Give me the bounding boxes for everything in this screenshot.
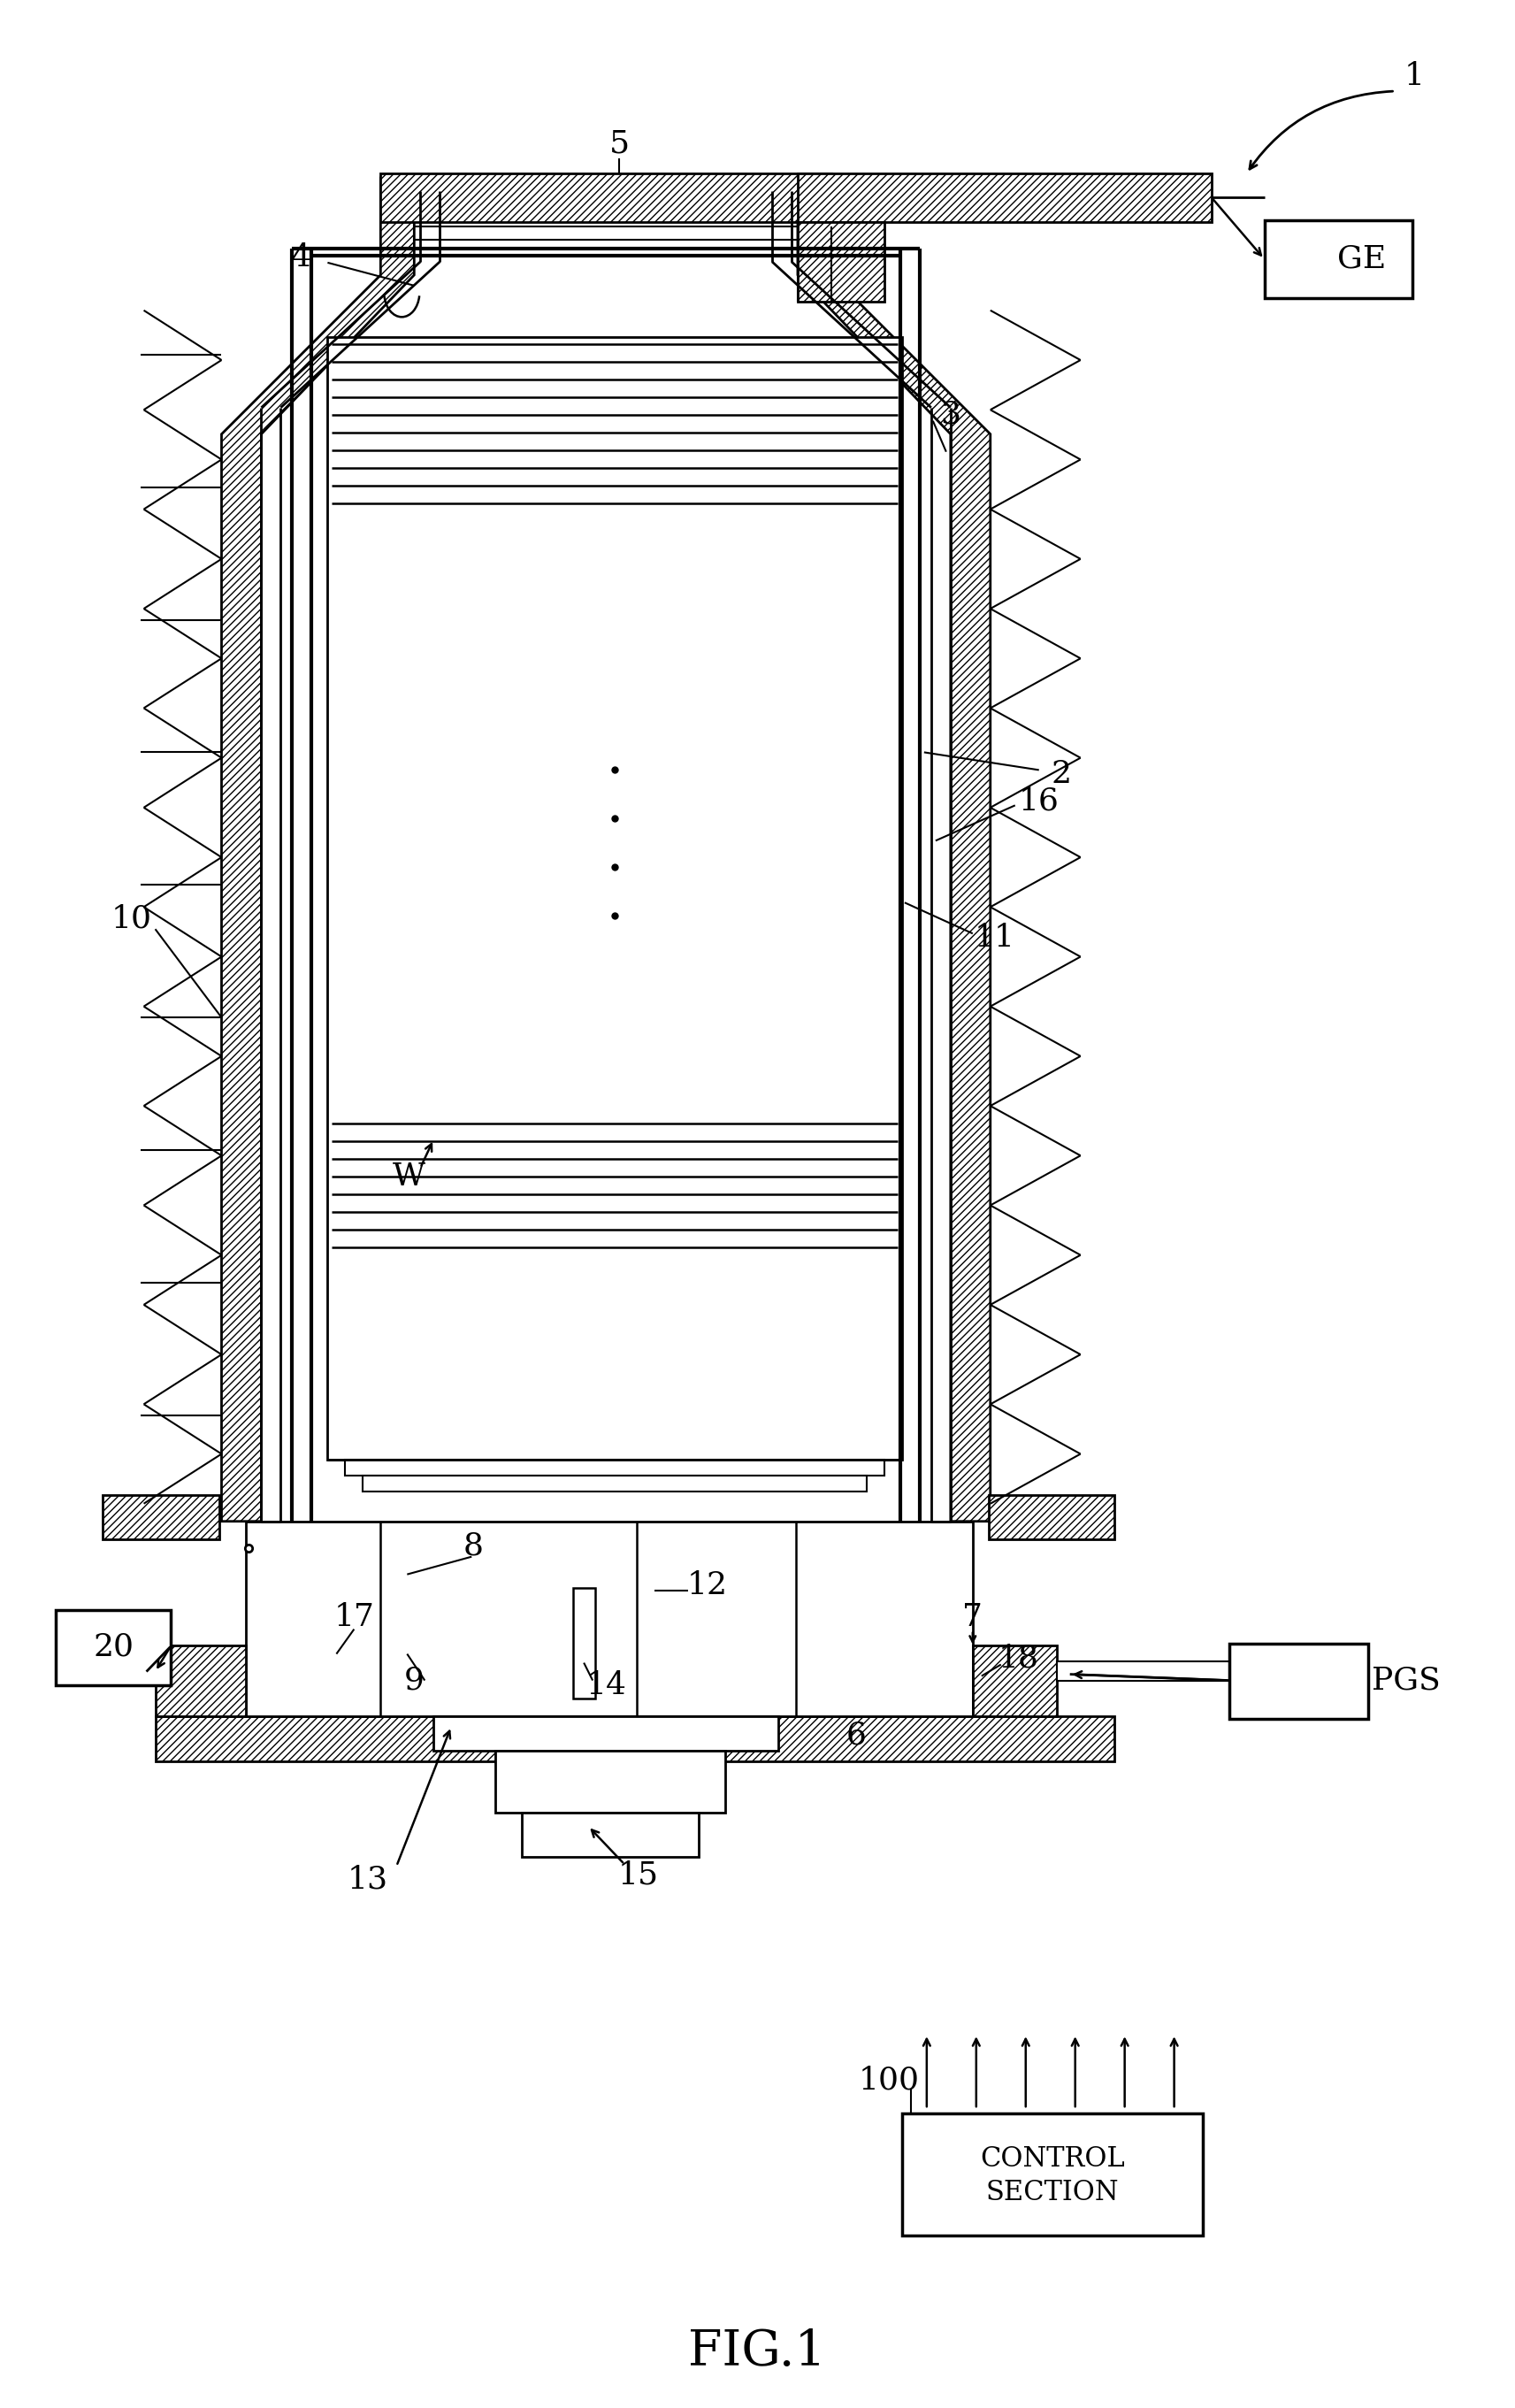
Text: W: W <box>392 1161 426 1192</box>
Polygon shape <box>973 1645 1056 1717</box>
Text: 2: 2 <box>1051 759 1071 790</box>
Polygon shape <box>989 1495 1114 1539</box>
Polygon shape <box>380 173 832 222</box>
Text: 20: 20 <box>94 1633 133 1662</box>
Text: PGS: PGS <box>1371 1666 1441 1695</box>
Bar <box>247 1522 973 1717</box>
Bar <box>155 1662 170 1681</box>
Text: 12: 12 <box>688 1570 727 1599</box>
Text: 18: 18 <box>998 1642 1039 1674</box>
Text: 5: 5 <box>609 130 629 159</box>
Bar <box>573 1587 595 1698</box>
Polygon shape <box>155 1645 247 1717</box>
Text: 8: 8 <box>464 1531 483 1560</box>
Text: 13: 13 <box>347 1864 388 1895</box>
Text: 100: 100 <box>857 2066 920 2095</box>
Text: 14: 14 <box>586 1669 626 1700</box>
Bar <box>523 1813 698 1857</box>
Text: 15: 15 <box>618 1859 659 1890</box>
Text: 16: 16 <box>1018 785 1059 816</box>
Bar <box>433 1717 779 1751</box>
Bar <box>345 1459 885 1476</box>
Text: 17: 17 <box>333 1601 374 1633</box>
Text: CONTROL: CONTROL <box>980 2146 1124 2172</box>
Text: GE: GE <box>1338 243 1386 275</box>
Bar <box>1056 1662 1229 1681</box>
Text: 11: 11 <box>974 922 1015 954</box>
Polygon shape <box>798 178 991 1522</box>
Bar <box>1265 219 1413 299</box>
Polygon shape <box>221 178 414 1522</box>
Text: 6: 6 <box>845 1719 867 1751</box>
Text: 1: 1 <box>1404 60 1424 92</box>
Polygon shape <box>155 1717 1114 1763</box>
Bar <box>327 337 901 1459</box>
Text: FIG.1: FIG.1 <box>688 2329 826 2377</box>
Text: 10: 10 <box>111 903 152 934</box>
Text: 4: 4 <box>291 243 311 272</box>
Bar <box>495 1751 726 1813</box>
Bar <box>901 2114 1203 2235</box>
Polygon shape <box>798 222 885 301</box>
Bar <box>364 1476 867 1491</box>
Text: 3: 3 <box>941 400 961 429</box>
Text: 7: 7 <box>962 1601 983 1633</box>
Bar <box>1229 1642 1368 1719</box>
Text: 9: 9 <box>405 1666 424 1695</box>
Polygon shape <box>102 1495 220 1539</box>
Bar <box>56 1609 170 1686</box>
Polygon shape <box>798 173 1212 222</box>
Text: SECTION: SECTION <box>986 2179 1118 2206</box>
